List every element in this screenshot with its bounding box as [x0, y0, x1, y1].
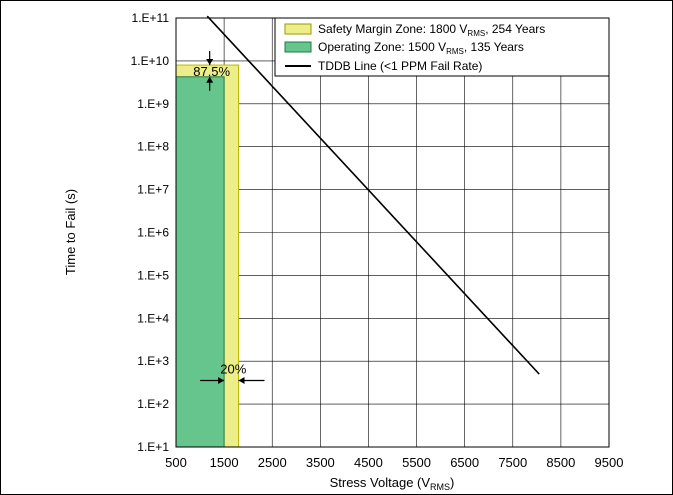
x-tick-label-3500: 3500: [306, 455, 335, 470]
time-margin-arrow-bottom-head: [206, 76, 214, 83]
legend-operating-end: , 135 Years: [464, 40, 524, 54]
time-margin-arrow-top-head: [206, 59, 214, 66]
legend: Safety Margin Zone: 1800 VRMS, 254 Years…: [274, 17, 610, 77]
legend-safety-sub: RMS: [467, 29, 485, 38]
tddb-line: [206, 15, 540, 375]
x-tick-label-1500: 1500: [210, 455, 239, 470]
legend-swatch-operating: [284, 41, 312, 53]
voltage-margin-arrow-right-head: [238, 377, 245, 385]
x-tick-label-9500: 9500: [595, 455, 624, 470]
annotations: 87.5% 20%: [193, 51, 265, 385]
x-tick-label-6500: 6500: [450, 455, 479, 470]
x-tick-label-4500: 4500: [354, 455, 383, 470]
legend-box: [274, 17, 610, 77]
y-tick-label-1: 1.E+2: [137, 397, 169, 411]
legend-label-operating: Operating Zone: 1500 VRMS, 135 Years: [318, 40, 524, 56]
voltage-margin-label: 20%: [220, 362, 246, 377]
legend-operating-sub: RMS: [446, 47, 464, 56]
y-axis-label: Time to Fail (s): [63, 189, 78, 275]
x-tick-label-7500: 7500: [498, 455, 527, 470]
x-axis-label: Stress Voltage (VRMS): [330, 475, 455, 492]
legend-label-tddb: TDDB Line (<1 PPM Fail Rate): [318, 59, 482, 73]
operating-zone: [175, 76, 225, 448]
y-tick-label-4: 1.E+5: [137, 268, 169, 282]
time-margin-label: 87.5%: [193, 64, 230, 79]
y-tick-label-3: 1.E+4: [137, 311, 169, 325]
y-tick-label-7: 1.E+8: [137, 140, 169, 154]
x-axis-label-end: ): [450, 475, 454, 490]
x-tick-label-2500: 2500: [258, 455, 287, 470]
y-tick-label-5: 1.E+6: [137, 226, 169, 240]
x-tick-label-500: 500: [165, 455, 187, 470]
y-tick-label-2: 1.E+3: [137, 354, 169, 368]
x-tick-label-5500: 5500: [402, 455, 431, 470]
tddb-line-layer: [206, 15, 540, 375]
y-tick-label-9: 1.E+10: [131, 54, 170, 68]
x-tick-label-8500: 8500: [546, 455, 575, 470]
y-tick-label-10: 1.E+11: [132, 11, 170, 25]
y-tick-label-0: 1.E+1: [137, 440, 169, 454]
legend-label-safety: Safety Margin Zone: 1800 VRMS, 254 Years: [318, 22, 545, 38]
legend-safety-end: , 254 Years: [485, 22, 545, 36]
legend-swatch-safety: [284, 23, 312, 35]
x-axis-label-sub: RMS: [430, 482, 450, 492]
y-tick-label-8: 1.E+9: [137, 97, 169, 111]
voltage-margin-arrow-left-head: [218, 377, 225, 385]
legend-operating-main: Operating Zone: 1500 V: [318, 40, 446, 54]
tick-labels: 500 1500 2500 3500 4500 5500 6500 7500 8500 9500 1…: [131, 11, 624, 470]
legend-safety-main: Safety Margin Zone: 1800 V: [318, 22, 467, 36]
x-axis-label-main: Stress Voltage (V: [330, 475, 431, 490]
y-tick-label-6: 1.E+7: [137, 183, 169, 197]
zones: [175, 64, 240, 448]
